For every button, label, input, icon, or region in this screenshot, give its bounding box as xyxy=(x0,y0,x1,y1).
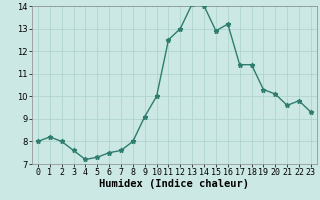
X-axis label: Humidex (Indice chaleur): Humidex (Indice chaleur) xyxy=(100,179,249,189)
